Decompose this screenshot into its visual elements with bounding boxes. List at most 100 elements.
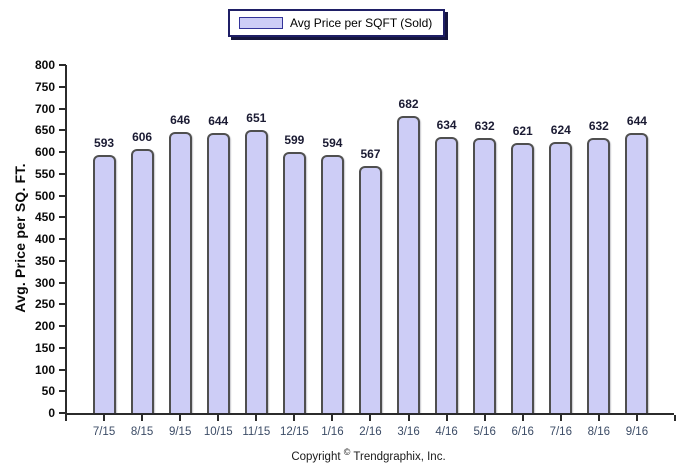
bar-value-label: 651 — [246, 111, 267, 125]
bar — [625, 133, 649, 413]
x-axis-label: 5/16 — [473, 426, 496, 438]
bar-value-label: 634 — [436, 118, 457, 132]
x-axis-label: 7/15 — [92, 426, 116, 438]
bar-value-label: 567 — [360, 147, 381, 161]
y-axis-tick-label: 450 — [34, 210, 55, 225]
bar — [282, 152, 306, 413]
bar-column: 621 6/16 — [504, 65, 542, 438]
y-axis-tick-label: 0 — [48, 406, 55, 420]
y-axis-tick — [59, 216, 66, 219]
y-axis-tick — [59, 346, 66, 349]
y-axis-tick — [59, 85, 66, 88]
y-axis-tick-label: 700 — [34, 101, 55, 116]
bar-column: 634 4/16 — [428, 65, 466, 438]
bar — [244, 130, 268, 413]
y-axis-tick-label: 550 — [34, 166, 55, 181]
x-axis-label: 8/15 — [130, 426, 154, 438]
x-axis-tick — [141, 415, 144, 421]
y-axis-tick-label: 150 — [34, 340, 55, 355]
bar — [358, 166, 382, 413]
bar — [130, 149, 154, 413]
x-axis-tick — [255, 415, 258, 421]
x-axis-label: 10/15 — [203, 426, 233, 438]
x-axis-tick — [179, 415, 182, 421]
x-axis-tick — [103, 415, 106, 421]
x-axis-tick — [597, 415, 600, 421]
y-axis-tick — [59, 412, 66, 414]
y-axis-tick-label: 500 — [34, 188, 55, 203]
y-axis-tick-label: 750 — [34, 79, 55, 94]
y-axis-tick — [59, 107, 66, 110]
bar-value-label: 624 — [550, 123, 571, 137]
copyright-word: Copyright — [291, 450, 341, 463]
x-axis-label: 6/16 — [511, 426, 534, 438]
x-axis-label: 2/16 — [359, 426, 382, 438]
bar-value-label: 644 — [626, 114, 647, 128]
y-axis-tick-label: 650 — [34, 123, 55, 138]
legend: Avg Price per SQFT (Sold) — [228, 9, 446, 37]
bar-column: 632 8/16 — [580, 65, 618, 438]
x-axis-tick — [445, 415, 448, 421]
x-axis-label: 1/16 — [321, 426, 344, 438]
y-axis-tick-label: 200 — [34, 319, 55, 333]
y-axis-tick — [59, 64, 66, 66]
bar-column: 624 7/16 — [542, 65, 580, 438]
x-axis-tick — [217, 415, 220, 421]
bar-value-label: 644 — [208, 114, 229, 128]
y-axis-tick — [59, 259, 66, 262]
y-axis-tick-label: 50 — [41, 384, 55, 399]
bar-column: 606 8/15 — [123, 65, 161, 438]
bar — [587, 138, 611, 413]
bar — [397, 116, 421, 413]
bar-value-label: 594 — [322, 136, 343, 150]
bar — [168, 132, 192, 413]
y-axis-tick — [59, 368, 66, 371]
bar — [473, 138, 497, 413]
bar-column: 567 2/16 — [351, 65, 389, 438]
x-axis-label: 3/16 — [397, 426, 420, 438]
bar — [92, 155, 116, 413]
x-axis-label: 9/16 — [625, 426, 649, 438]
y-axis-tick — [59, 390, 66, 393]
y-axis-tick-label: 350 — [34, 253, 55, 268]
y-axis-tick-label: 300 — [34, 275, 55, 290]
x-axis-tick — [407, 415, 410, 421]
copyright-symbol: © — [343, 447, 351, 457]
bar-value-label: 606 — [132, 130, 153, 144]
y-axis-tick-label: 100 — [34, 362, 55, 377]
bar-value-label: 593 — [94, 136, 115, 150]
y-axis-tick-label: 600 — [34, 145, 55, 159]
y-axis-tick — [59, 238, 66, 240]
bar-value-label: 682 — [398, 97, 419, 111]
y-axis-tick-label: 800 — [34, 58, 55, 72]
x-axis-label: 8/16 — [587, 426, 611, 438]
x-axis-label: 12/15 — [279, 426, 309, 438]
copyright-owner: Trendgraphix, Inc. — [353, 450, 446, 463]
y-axis-tick — [59, 303, 66, 306]
bar-column: 682 3/16 — [390, 65, 428, 438]
x-axis-tick — [559, 415, 562, 421]
x-axis-tick — [483, 415, 486, 421]
bar-column: 644 9/16 — [618, 65, 656, 438]
y-axis-tick — [59, 281, 66, 284]
x-axis-tick — [521, 415, 524, 421]
y-axis-tick — [59, 194, 66, 197]
bar — [320, 155, 344, 413]
legend-swatch — [239, 17, 283, 29]
x-axis-label: 4/16 — [435, 426, 458, 438]
y-axis-tick — [59, 129, 66, 132]
y-axis-tick — [59, 325, 66, 327]
bar-value-label: 632 — [474, 119, 495, 133]
bar — [435, 137, 459, 413]
bar-column: 646 9/15 — [161, 65, 199, 438]
y-axis-tick — [59, 151, 66, 153]
x-axis-label: 7/16 — [549, 426, 572, 438]
bar-column: 644 10/15 — [199, 65, 237, 439]
x-axis-label: 9/15 — [168, 426, 192, 438]
y-axis-tick-label: 400 — [34, 232, 55, 246]
bar-column: 593 7/15 — [85, 65, 123, 438]
bar-value-label: 621 — [512, 124, 533, 138]
bar-column: 632 5/16 — [466, 65, 504, 438]
legend-label: Avg Price per SQFT (Sold) — [290, 16, 433, 30]
